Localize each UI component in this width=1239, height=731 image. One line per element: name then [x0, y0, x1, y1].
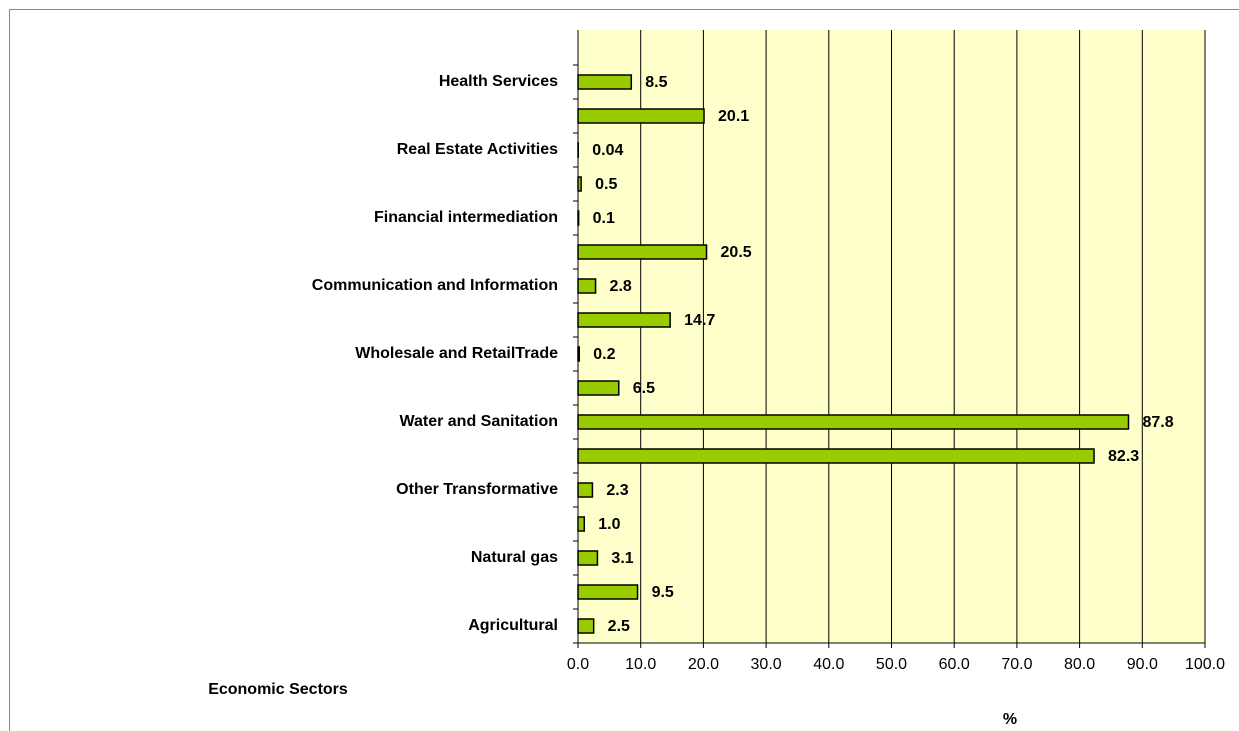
value-label: 3.1 — [611, 550, 633, 567]
x-tick-label: 100.0 — [1185, 656, 1225, 673]
y-tick-label: Wholesale and RetailTrade — [355, 345, 558, 362]
value-label: 0.04 — [592, 142, 623, 159]
x-tick-label: 30.0 — [751, 656, 782, 673]
bar — [577, 278, 597, 294]
bar — [577, 516, 586, 532]
value-label: 2.8 — [610, 278, 632, 295]
bar — [577, 346, 581, 362]
y-tick-label: Real Estate Activities — [397, 141, 558, 158]
value-label: 87.8 — [1143, 414, 1174, 431]
value-label: 82.3 — [1108, 448, 1139, 465]
value-label: 9.5 — [652, 584, 674, 601]
y-tick-label: Communication and Information — [312, 277, 558, 294]
bar — [577, 210, 580, 226]
bar — [577, 584, 639, 600]
x-tick-label: 60.0 — [939, 656, 970, 673]
bar — [577, 380, 620, 396]
x-tick-label: 20.0 — [688, 656, 719, 673]
bar — [577, 550, 599, 566]
value-label: 1.0 — [598, 516, 620, 533]
bar — [577, 448, 1095, 464]
value-label: 8.5 — [645, 74, 667, 91]
bar — [577, 618, 595, 634]
y-tick-label: Health Services — [439, 73, 558, 90]
y-tick-label: Water and Sanitation — [399, 413, 558, 430]
bar — [577, 74, 633, 90]
y-tick-label: Other Transformative — [396, 481, 558, 498]
x-tick-label: 50.0 — [876, 656, 907, 673]
value-label: 2.3 — [606, 482, 628, 499]
value-label: 2.5 — [608, 618, 630, 635]
x-tick-label: 40.0 — [813, 656, 844, 673]
x-tick-label: 10.0 — [625, 656, 656, 673]
bar — [577, 244, 708, 260]
y-axis-title: Economic Sectors — [208, 681, 348, 698]
x-tick-label: 90.0 — [1127, 656, 1158, 673]
value-label: 14.7 — [684, 312, 715, 329]
x-axis-title: % — [1003, 711, 1017, 728]
bar — [577, 414, 1130, 430]
x-tick-label: 70.0 — [1001, 656, 1032, 673]
y-tick-label: Financial intermediation — [374, 209, 558, 226]
value-label: 20.1 — [718, 108, 749, 125]
value-label: 6.5 — [633, 380, 655, 397]
bar — [577, 482, 594, 498]
x-tick-label: 80.0 — [1064, 656, 1095, 673]
value-label: 0.2 — [593, 346, 615, 363]
value-label: 0.1 — [593, 210, 615, 227]
chart-border — [9, 9, 1239, 731]
value-label: 0.5 — [595, 176, 617, 193]
bar — [577, 312, 671, 328]
y-tick-label: Natural gas — [471, 549, 558, 566]
bar — [577, 176, 582, 192]
x-tick-label: 0.0 — [567, 656, 589, 673]
y-tick-label: Agricultural — [468, 617, 558, 634]
value-label: 20.5 — [721, 244, 752, 261]
bar — [577, 108, 705, 124]
